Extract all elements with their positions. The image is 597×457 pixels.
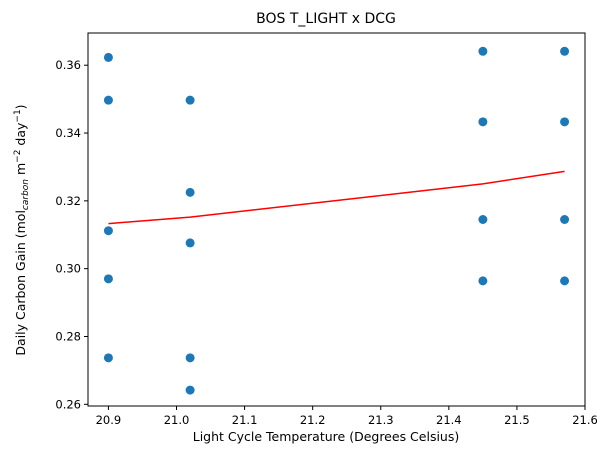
data-point <box>185 385 195 395</box>
data-point <box>103 353 113 363</box>
data-point <box>103 95 113 105</box>
y-axis: 0.26 0.28 0.30 0.32 0.34 0.36 <box>55 58 88 411</box>
x-tick-label: 21.3 <box>368 413 394 427</box>
x-tick-label: 21.5 <box>504 413 530 427</box>
x-axis: 20.9 21.0 21.1 21.2 21.3 21.4 21.5 21.6 <box>96 406 597 427</box>
data-point <box>185 238 195 248</box>
y-tick-label: 0.28 <box>55 329 81 343</box>
trend-line <box>108 170 565 225</box>
data-point <box>103 274 113 284</box>
y-tick-label: 0.26 <box>55 397 81 411</box>
data-point <box>185 353 195 363</box>
data-point <box>103 52 113 62</box>
chart-title: BOS T_LIGHT x DCG <box>256 11 396 27</box>
y-tick-label: 0.30 <box>55 262 81 276</box>
data-point <box>103 226 113 236</box>
y-tick-label: 0.36 <box>55 58 81 72</box>
data-point <box>560 276 570 286</box>
data-point <box>185 187 195 197</box>
data-point <box>185 95 195 105</box>
x-tick-label: 21.2 <box>300 413 326 427</box>
x-axis-label: Light Cycle Temperature (Degrees Celsius… <box>193 429 460 444</box>
x-tick-label: 20.9 <box>96 413 122 427</box>
plot-area <box>103 46 570 395</box>
data-point <box>478 117 488 127</box>
data-point <box>560 117 570 127</box>
data-point <box>478 215 488 224</box>
x-tick-label: 21.4 <box>436 413 462 427</box>
data-point <box>560 46 570 56</box>
x-tick-label: 21.6 <box>572 413 597 427</box>
y-tick-label: 0.34 <box>55 126 81 140</box>
data-point <box>478 46 488 56</box>
y-axis-label: Daily Carbon Gain (molcarbon m−2 day−1) <box>13 104 31 355</box>
x-tick-label: 21.0 <box>164 413 190 427</box>
x-tick-label: 21.1 <box>232 413 258 427</box>
data-point <box>560 215 570 224</box>
plot-frame <box>87 32 586 407</box>
y-tick-label: 0.32 <box>55 194 81 208</box>
data-point <box>478 276 488 286</box>
